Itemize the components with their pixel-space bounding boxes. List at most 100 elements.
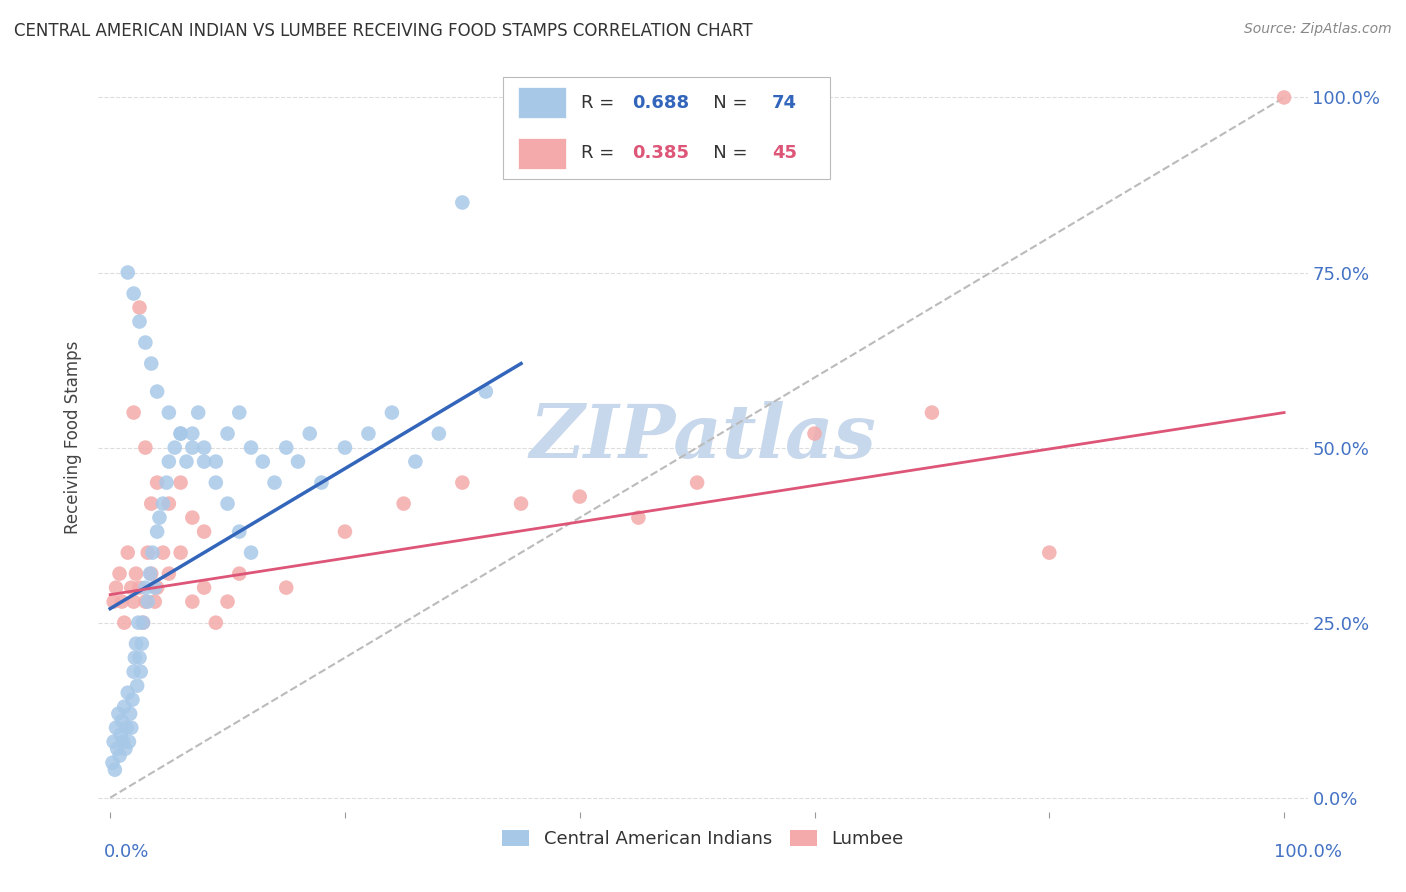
- Legend: Central American Indians, Lumbee: Central American Indians, Lumbee: [495, 822, 911, 855]
- Point: [120, 706, 142, 721]
- Point: [121, 692, 143, 706]
- Point: [107, 706, 129, 721]
- FancyBboxPatch shape: [503, 78, 830, 178]
- Point: [125, 566, 148, 581]
- Point: [110, 728, 132, 742]
- Point: [103, 734, 125, 748]
- Point: [122, 594, 145, 608]
- Point: [122, 406, 145, 420]
- Text: CENTRAL AMERICAN INDIAN VS LUMBEE RECEIVING FOOD STAMPS CORRELATION CHART: CENTRAL AMERICAN INDIAN VS LUMBEE RECEIV…: [14, 22, 752, 40]
- Point: [136, 546, 159, 560]
- Point: [115, 721, 138, 735]
- Point: [134, 441, 156, 455]
- Point: [105, 721, 128, 735]
- Point: [263, 475, 285, 490]
- FancyBboxPatch shape: [517, 137, 567, 169]
- Point: [111, 594, 134, 608]
- Point: [252, 454, 274, 468]
- Point: [124, 650, 146, 665]
- Point: [134, 594, 156, 608]
- Point: [143, 581, 166, 595]
- Point: [392, 497, 415, 511]
- Point: [114, 741, 136, 756]
- Point: [333, 524, 356, 539]
- Point: [1272, 90, 1295, 104]
- Point: [117, 546, 139, 560]
- Text: Source: ZipAtlas.com: Source: ZipAtlas.com: [1244, 22, 1392, 37]
- Point: [157, 566, 180, 581]
- Point: [143, 594, 166, 608]
- Point: [141, 566, 163, 581]
- Point: [148, 510, 170, 524]
- Point: [169, 426, 191, 441]
- Point: [105, 741, 128, 756]
- Point: [204, 615, 226, 630]
- Point: [146, 524, 169, 539]
- Text: 0.0%: 0.0%: [104, 843, 149, 861]
- Point: [287, 454, 309, 468]
- Point: [169, 546, 191, 560]
- Point: [128, 581, 150, 595]
- Point: [122, 286, 145, 301]
- Point: [139, 566, 162, 581]
- Point: [357, 426, 380, 441]
- Point: [152, 546, 174, 560]
- Point: [128, 650, 150, 665]
- Point: [803, 426, 825, 441]
- Point: [120, 721, 142, 735]
- Point: [134, 581, 156, 595]
- Point: [181, 594, 204, 608]
- Point: [240, 546, 263, 560]
- Point: [451, 195, 474, 210]
- Point: [217, 426, 239, 441]
- Point: [101, 756, 124, 770]
- Point: [181, 426, 204, 441]
- Point: [451, 475, 474, 490]
- Point: [298, 426, 321, 441]
- Point: [108, 748, 131, 763]
- Point: [157, 406, 180, 420]
- Point: [510, 497, 533, 511]
- Point: [921, 406, 943, 420]
- Point: [163, 441, 186, 455]
- Point: [187, 406, 209, 420]
- Text: R =: R =: [581, 145, 620, 162]
- Text: 45: 45: [772, 145, 797, 162]
- Point: [240, 441, 263, 455]
- Point: [193, 454, 215, 468]
- Point: [146, 384, 169, 399]
- Point: [146, 581, 169, 595]
- Point: [404, 454, 426, 468]
- Text: 0.688: 0.688: [631, 94, 689, 112]
- Point: [111, 714, 134, 728]
- Text: N =: N =: [696, 94, 754, 112]
- Point: [103, 594, 125, 608]
- Point: [104, 763, 127, 777]
- Point: [228, 406, 250, 420]
- Point: [112, 615, 135, 630]
- Point: [112, 734, 135, 748]
- Point: [686, 475, 709, 490]
- Point: [146, 475, 169, 490]
- Text: 100.0%: 100.0%: [1274, 843, 1341, 861]
- Point: [228, 566, 250, 581]
- Point: [228, 524, 250, 539]
- Point: [276, 581, 298, 595]
- Point: [169, 426, 191, 441]
- Point: [128, 314, 150, 328]
- Point: [131, 637, 153, 651]
- Point: [122, 665, 145, 679]
- Point: [108, 566, 131, 581]
- Point: [204, 454, 226, 468]
- Point: [169, 475, 191, 490]
- Point: [117, 266, 139, 280]
- Point: [105, 581, 128, 595]
- Point: [157, 454, 180, 468]
- Point: [141, 546, 163, 560]
- Point: [276, 441, 298, 455]
- Point: [217, 594, 239, 608]
- Point: [128, 301, 150, 315]
- Point: [193, 524, 215, 539]
- Point: [152, 497, 174, 511]
- Text: N =: N =: [696, 145, 754, 162]
